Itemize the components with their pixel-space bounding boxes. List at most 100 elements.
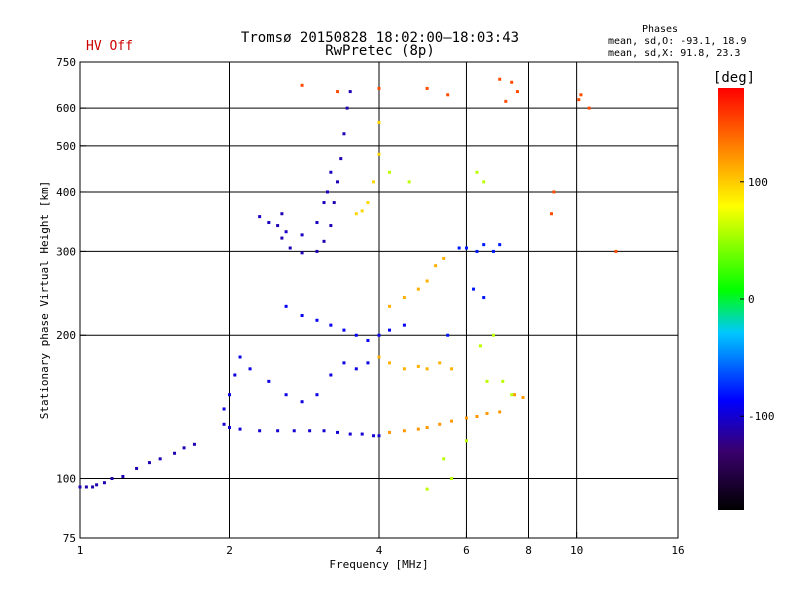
- data-point: [425, 367, 429, 371]
- data-point: [182, 446, 186, 450]
- data-point: [354, 333, 358, 337]
- data-point: [258, 429, 262, 433]
- x-tick-label: 16: [671, 544, 684, 557]
- data-point: [614, 249, 618, 253]
- data-point: [388, 328, 392, 332]
- data-point: [315, 221, 319, 225]
- data-point: [360, 209, 364, 213]
- x-axis: 1 2 4 6 8 10 16: [77, 532, 685, 557]
- data-point: [300, 251, 304, 255]
- data-point: [315, 393, 319, 397]
- data-point: [549, 212, 553, 216]
- chart-title: Tromsø 20150828 18:02:00–18:03:43: [241, 30, 519, 46]
- data-point: [377, 86, 381, 90]
- data-point: [402, 296, 406, 300]
- data-point: [482, 243, 486, 247]
- data-point: [377, 120, 381, 124]
- data-point: [147, 461, 151, 465]
- data-point: [348, 90, 352, 94]
- data-point: [513, 393, 517, 397]
- data-point: [267, 379, 271, 383]
- data-point: [300, 233, 304, 237]
- stats-title: Phases: [642, 24, 678, 35]
- colorbar-tick-label: 0: [748, 293, 755, 306]
- data-point: [267, 221, 271, 225]
- data-point: [308, 429, 312, 433]
- data-point: [322, 239, 326, 243]
- data-point: [258, 215, 262, 219]
- data-point: [345, 106, 349, 110]
- data-point: [325, 190, 329, 194]
- data-point: [510, 80, 514, 84]
- data-points: [78, 77, 618, 491]
- data-point: [478, 344, 482, 348]
- data-point: [280, 236, 284, 240]
- data-point: [238, 355, 242, 359]
- data-point: [284, 393, 288, 397]
- data-point: [228, 425, 231, 429]
- data-point: [491, 333, 495, 337]
- data-point: [587, 106, 591, 110]
- data-point: [377, 152, 381, 156]
- data-point: [222, 407, 226, 411]
- data-point: [158, 457, 162, 461]
- data-point: [342, 328, 346, 332]
- y-tick-label: 200: [56, 329, 76, 342]
- data-point: [280, 212, 284, 216]
- y-tick-label: 75: [63, 532, 76, 545]
- data-point: [135, 466, 139, 470]
- data-point: [372, 180, 376, 184]
- data-point: [292, 429, 296, 433]
- data-point: [552, 190, 556, 194]
- x-tick-label: 10: [570, 544, 583, 557]
- data-point: [372, 434, 376, 438]
- data-point: [501, 379, 505, 383]
- data-point: [300, 314, 304, 318]
- data-point: [339, 157, 343, 161]
- data-point: [336, 90, 340, 94]
- data-point: [438, 361, 442, 365]
- data-point: [475, 170, 479, 174]
- data-point: [348, 432, 352, 436]
- y-tick-label: 100: [56, 473, 76, 486]
- data-point: [173, 451, 177, 455]
- data-point: [222, 422, 226, 426]
- data-point: [472, 287, 476, 291]
- data-point: [322, 429, 326, 433]
- data-point: [464, 439, 468, 443]
- data-point: [485, 379, 489, 383]
- y-tick-label: 750: [56, 56, 76, 69]
- data-point: [336, 180, 340, 184]
- y-tick-label: 400: [56, 186, 76, 199]
- data-point: [238, 427, 242, 431]
- data-point: [446, 333, 450, 337]
- data-point: [329, 373, 333, 377]
- data-point: [366, 201, 370, 205]
- data-point: [322, 201, 326, 205]
- data-point: [425, 487, 429, 491]
- data-point: [315, 249, 319, 253]
- data-point: [121, 474, 125, 478]
- x-tick-label: 8: [525, 544, 532, 557]
- data-point: [425, 86, 429, 90]
- data-point: [438, 422, 442, 426]
- colorbar: [718, 88, 744, 510]
- data-point: [366, 361, 370, 365]
- data-point: [475, 249, 479, 253]
- data-point: [78, 485, 82, 489]
- data-point: [336, 430, 340, 434]
- data-point: [442, 457, 446, 461]
- data-point: [579, 93, 583, 97]
- y-tick-label: 500: [56, 140, 76, 153]
- data-point: [284, 230, 288, 234]
- data-point: [300, 400, 304, 404]
- data-point: [491, 249, 495, 253]
- data-point: [192, 442, 196, 446]
- data-point: [425, 279, 429, 283]
- data-point: [485, 411, 489, 415]
- data-point: [377, 355, 381, 359]
- data-point: [450, 419, 454, 423]
- data-point: [521, 395, 525, 399]
- data-point: [276, 224, 280, 228]
- data-point: [577, 98, 581, 102]
